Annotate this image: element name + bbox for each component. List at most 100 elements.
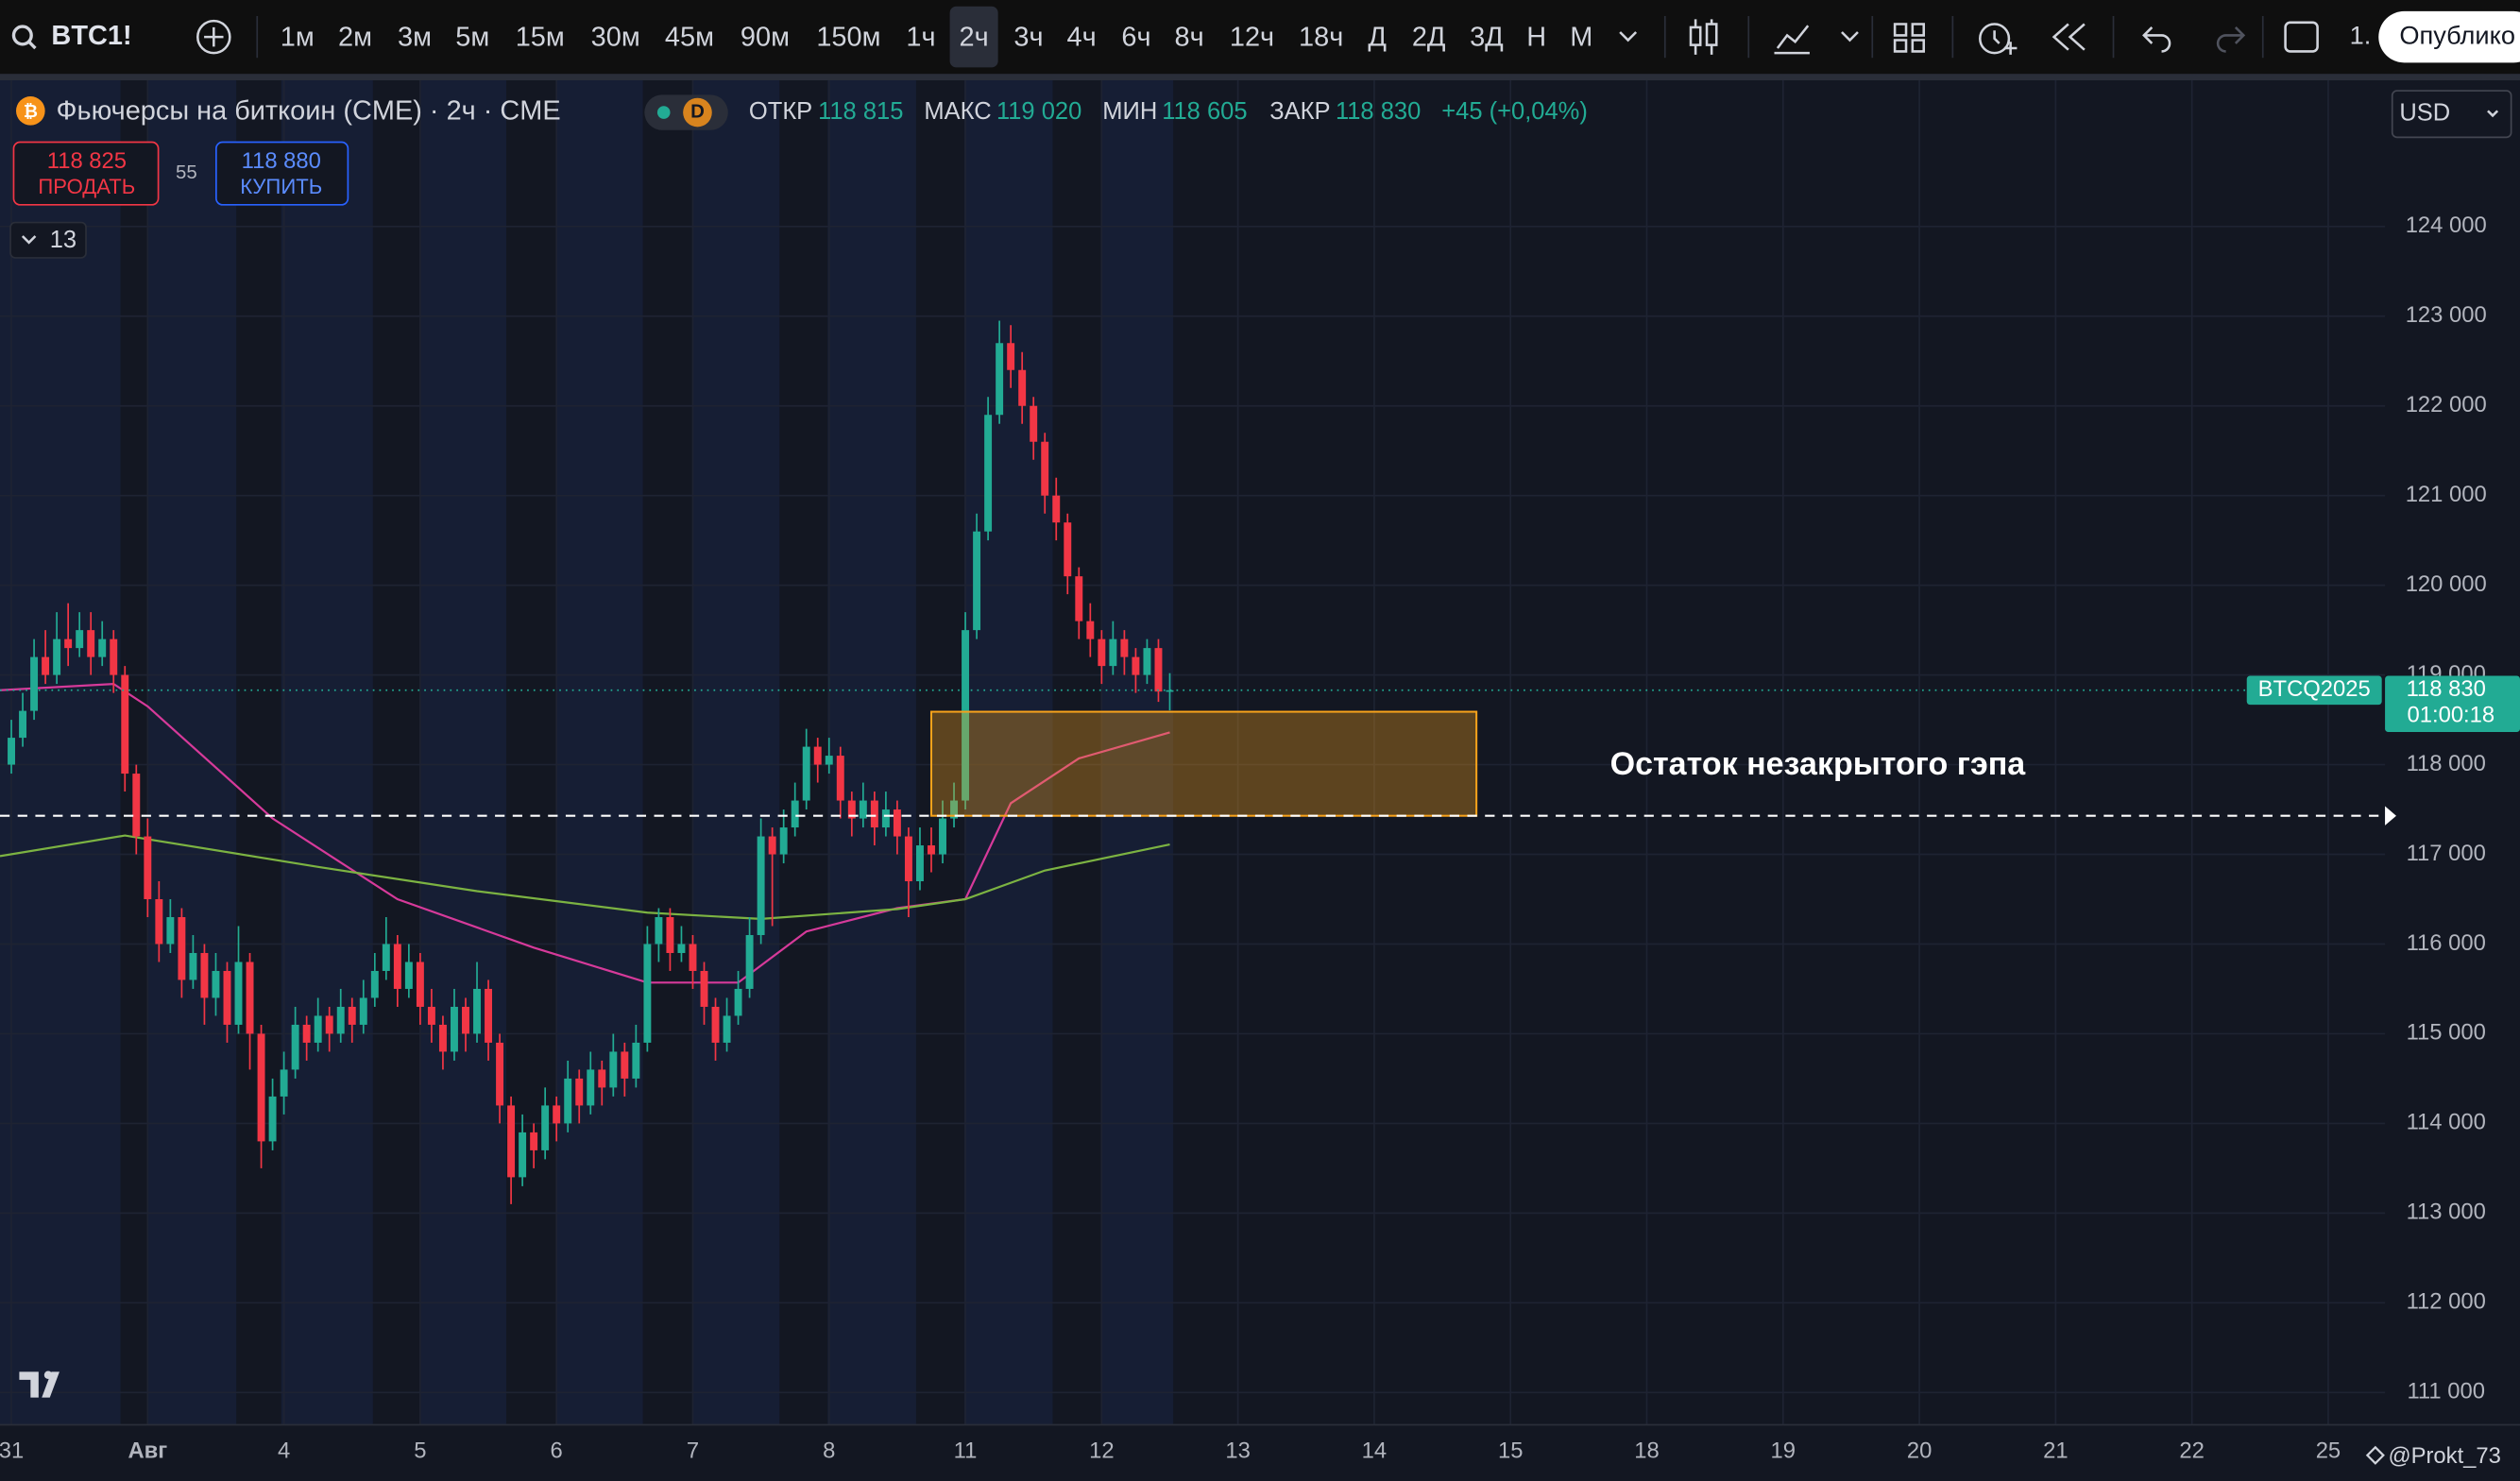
candle-body xyxy=(996,343,1004,416)
candle-body xyxy=(416,962,424,1007)
candle-body xyxy=(1075,576,1083,621)
buy-button[interactable] xyxy=(215,141,349,206)
redo[interactable] xyxy=(2216,26,2246,53)
interval[interactable]: 4ч xyxy=(1067,22,1097,52)
interval-dropdown[interactable] xyxy=(1619,31,1638,43)
x-tick-label: 14 xyxy=(1362,1438,1387,1464)
candle-body xyxy=(348,1006,356,1025)
y-tick-label: 118 000 xyxy=(2407,751,2486,776)
ohlc-label: МАКС xyxy=(924,98,991,125)
candle-body xyxy=(257,1033,265,1142)
ohlc-value: 119 020 xyxy=(996,98,1081,125)
candle-body xyxy=(1098,638,1106,667)
publish-label[interactable]: Опублико xyxy=(2399,20,2515,49)
x-tick-label: 21 xyxy=(2043,1438,2068,1464)
publish-button[interactable] xyxy=(2378,10,2520,63)
interval[interactable]: 12ч xyxy=(1230,22,1274,52)
candle-body xyxy=(666,917,674,953)
interval[interactable]: 90м xyxy=(741,22,790,52)
candle-body xyxy=(359,997,367,1025)
interval[interactable]: М xyxy=(1570,22,1592,52)
interval[interactable]: 5м xyxy=(455,22,489,52)
candle-body xyxy=(473,988,481,1034)
ohlc-value: 118 830 xyxy=(1336,98,1421,125)
y-tick-label: 115 000 xyxy=(2407,1020,2486,1046)
candle-body xyxy=(485,988,493,1043)
sell-button[interactable] xyxy=(12,141,160,206)
interval[interactable]: 2м xyxy=(338,22,372,52)
interval[interactable]: 3м xyxy=(398,22,432,52)
buy-price[interactable]: 118 880 xyxy=(242,148,321,174)
candle-body xyxy=(132,774,141,837)
y-tick-label: 116 000 xyxy=(2407,930,2486,956)
bitcoin-icon: ₿ xyxy=(24,101,38,121)
interval[interactable]: 3Д xyxy=(1470,22,1504,52)
candle-body xyxy=(1052,495,1061,523)
replay-icon[interactable] xyxy=(2052,23,2086,51)
interval[interactable]: 1м xyxy=(281,22,315,52)
interval[interactable]: 15м xyxy=(516,22,565,52)
moving-average xyxy=(0,834,1170,921)
layout-icon[interactable] xyxy=(1893,23,1926,53)
interval[interactable]: 8ч xyxy=(1175,22,1204,52)
candle-body xyxy=(621,1051,629,1079)
buy-label[interactable]: КУПИТЬ xyxy=(240,175,322,198)
gap-zone xyxy=(929,710,1478,817)
x-tick-label: 31 xyxy=(0,1438,24,1464)
interval[interactable]: 150м xyxy=(816,22,880,52)
candle-body xyxy=(1041,441,1049,496)
candle-body xyxy=(144,836,152,900)
indicators-toggle[interactable] xyxy=(9,221,87,259)
more-label[interactable]: 1. xyxy=(2350,20,2372,49)
candle-body xyxy=(178,917,186,980)
x-tick-label: 12 xyxy=(1089,1438,1114,1464)
interval[interactable]: Н xyxy=(1526,22,1546,52)
currency[interactable]: USD xyxy=(2399,99,2450,126)
currency-dropdown xyxy=(2487,110,2499,118)
alert-icon[interactable] xyxy=(1979,23,2011,55)
candle-body xyxy=(973,531,981,631)
interval[interactable]: 3ч xyxy=(1013,22,1043,52)
interval[interactable]: 6ч xyxy=(1121,22,1150,52)
session-band xyxy=(281,80,373,1425)
indicators-count[interactable]: 13 xyxy=(50,227,77,253)
candle-body xyxy=(950,800,958,819)
candle-body xyxy=(393,944,401,989)
candle-body xyxy=(723,1015,731,1043)
interval[interactable]: 45м xyxy=(665,22,714,52)
undo[interactable] xyxy=(2142,26,2171,53)
fullscreen-icon[interactable] xyxy=(2284,21,2319,53)
interval[interactable]: 30м xyxy=(591,22,640,52)
symbol[interactable]: BTC1! xyxy=(51,21,131,51)
interval[interactable]: 2Д xyxy=(1412,22,1446,52)
indicators-dropdown[interactable] xyxy=(1841,31,1859,43)
session-band xyxy=(963,80,1053,1425)
interval[interactable]: 1ч xyxy=(906,22,935,52)
interval[interactable]: 2ч xyxy=(960,22,989,52)
candle-body xyxy=(643,944,652,1043)
candle-body xyxy=(609,1051,618,1088)
interval-list: 1м 2м 3м 5м 15м 30м 45м 90м 150м 1ч 2ч 3ч 4ч 6ч 8ч 12ч 1… xyxy=(281,6,1592,68)
add-symbol[interactable] xyxy=(196,19,231,55)
y-tick-label: 121 000 xyxy=(2406,482,2487,507)
alert-icon xyxy=(1993,30,2018,55)
interval[interactable]: 18ч xyxy=(1299,22,1343,52)
candle-body xyxy=(53,638,61,675)
x-tick-label: 18 xyxy=(1634,1438,1659,1464)
interval[interactable]: Д xyxy=(1368,22,1387,52)
session-band xyxy=(692,80,780,1425)
sell-price[interactable]: 118 825 xyxy=(47,148,127,174)
candle-body xyxy=(939,818,946,855)
currency-select[interactable] xyxy=(2391,90,2512,139)
watermark: @Prokt_73 xyxy=(2388,1443,2500,1469)
candle-body xyxy=(984,415,993,532)
candle-body xyxy=(462,1006,469,1034)
indicators-icon[interactable] xyxy=(1774,25,1810,55)
candle-body xyxy=(64,638,73,649)
candle-body xyxy=(519,1132,527,1178)
candle-body xyxy=(1007,343,1015,370)
sell-label[interactable]: ПРОДАТЬ xyxy=(38,175,135,198)
search-icon[interactable] xyxy=(11,25,33,46)
